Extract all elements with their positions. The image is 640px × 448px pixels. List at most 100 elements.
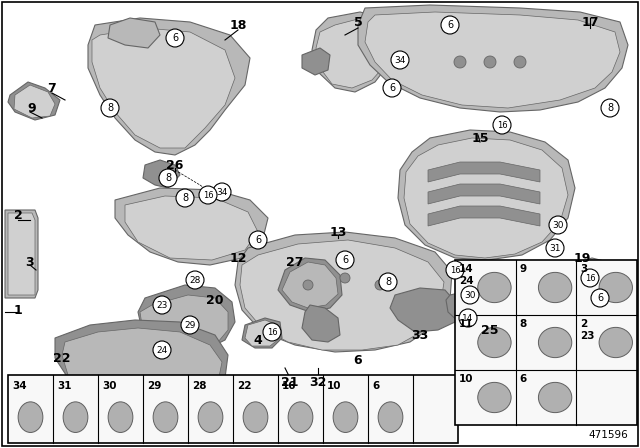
Text: 15: 15 [471,132,489,145]
Text: 18: 18 [229,18,246,31]
Text: 3: 3 [26,255,35,268]
Text: 26: 26 [166,159,184,172]
Circle shape [493,116,511,134]
Text: 9: 9 [520,264,527,274]
Text: 34: 34 [394,56,406,65]
Ellipse shape [288,402,313,432]
Text: 24: 24 [156,345,168,354]
Ellipse shape [333,402,358,432]
Text: 14
24: 14 24 [459,264,474,286]
Text: 8: 8 [607,103,613,113]
Text: 1: 1 [13,303,22,316]
Polygon shape [428,162,540,182]
Ellipse shape [599,272,632,303]
Circle shape [549,216,567,234]
Circle shape [383,79,401,97]
Ellipse shape [477,272,511,303]
Text: 2: 2 [13,208,22,221]
Text: 30: 30 [552,220,564,229]
Polygon shape [312,12,398,92]
Text: 27: 27 [286,255,304,268]
Polygon shape [143,160,180,188]
Polygon shape [278,258,342,312]
Polygon shape [562,258,615,298]
Polygon shape [8,82,60,120]
Text: 16: 16 [585,273,595,283]
Text: 7: 7 [47,82,56,95]
Text: 28: 28 [192,381,207,391]
Polygon shape [568,260,612,295]
Text: 6: 6 [372,381,380,391]
Polygon shape [14,85,55,118]
Text: 5: 5 [354,16,362,29]
Text: 19: 19 [573,251,591,264]
Polygon shape [92,28,235,148]
Text: 16: 16 [282,381,296,391]
Text: 16: 16 [450,266,460,275]
Polygon shape [316,18,395,88]
Circle shape [379,273,397,291]
Text: 33: 33 [412,328,429,341]
Polygon shape [62,328,222,405]
Circle shape [441,16,459,34]
Polygon shape [302,305,340,342]
Text: 28: 28 [189,276,201,284]
Circle shape [446,261,464,279]
Text: 8: 8 [182,193,188,203]
Ellipse shape [477,327,511,358]
Polygon shape [302,48,330,75]
Circle shape [213,183,231,201]
Circle shape [153,341,171,359]
Text: 16: 16 [267,327,277,336]
Ellipse shape [477,383,511,413]
Polygon shape [404,138,568,258]
Polygon shape [88,18,250,155]
Polygon shape [242,318,282,348]
Ellipse shape [198,402,223,432]
Polygon shape [428,184,540,204]
Text: 4: 4 [253,333,262,346]
Circle shape [459,309,477,327]
Text: 6: 6 [597,293,603,303]
Text: 17: 17 [581,16,599,29]
Polygon shape [390,288,458,332]
Text: 3: 3 [580,264,588,274]
Text: 30: 30 [102,381,116,391]
Ellipse shape [18,402,43,432]
Polygon shape [108,18,160,48]
Circle shape [263,323,281,341]
Polygon shape [115,188,268,265]
Text: 9: 9 [28,102,36,115]
Polygon shape [240,240,444,350]
Circle shape [375,280,385,290]
Circle shape [166,29,184,47]
Text: 8: 8 [165,173,171,183]
Text: 6: 6 [447,20,453,30]
Text: 20: 20 [206,293,224,306]
Text: 14: 14 [462,314,474,323]
Text: 31: 31 [549,244,561,253]
Ellipse shape [243,402,268,432]
Ellipse shape [108,402,133,432]
Ellipse shape [63,402,88,432]
Text: 22: 22 [237,381,252,391]
Circle shape [249,231,267,249]
Circle shape [340,273,350,283]
Text: 13: 13 [330,225,347,238]
Text: 10: 10 [327,381,342,391]
Circle shape [101,99,119,117]
Circle shape [181,316,199,334]
Text: 10: 10 [459,374,474,384]
Text: 29: 29 [184,320,196,329]
Text: 471596: 471596 [588,430,628,440]
Text: 34: 34 [216,188,228,197]
Polygon shape [5,210,38,298]
Circle shape [199,186,217,204]
Text: 12: 12 [229,251,247,264]
Ellipse shape [538,327,572,358]
Ellipse shape [153,402,178,432]
Text: 30: 30 [464,290,476,300]
Circle shape [303,280,313,290]
Text: 32: 32 [309,375,326,388]
Text: 16: 16 [203,190,213,199]
